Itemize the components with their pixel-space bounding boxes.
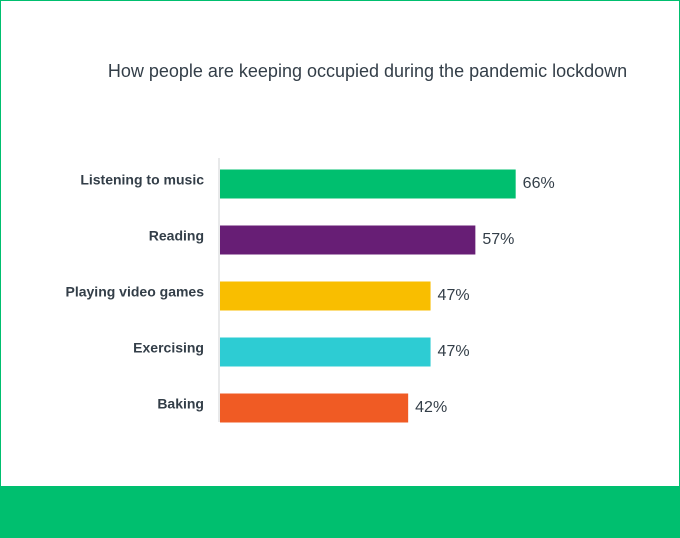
category-labels: Listening to music Reading Playing video g…: [66, 172, 205, 412]
bar-reading: [220, 225, 476, 255]
category-label-exercising: Exercising: [133, 340, 204, 356]
bar-baking: [220, 393, 409, 423]
value-label-reading: 57%: [482, 231, 514, 248]
category-label-playing-video-games: Playing video games: [66, 284, 205, 300]
bars: [220, 169, 516, 423]
chart-title: How people are keeping occupied during t…: [107, 61, 628, 81]
bar-playing-video-games: [220, 281, 431, 311]
value-labels: 66% 57% 47% 47% 42%: [415, 175, 555, 416]
bar-chart: Listening to music Reading Playing video g…: [66, 158, 555, 423]
category-label-baking: Baking: [157, 396, 204, 412]
value-label-baking: 42%: [415, 399, 447, 416]
category-label-reading: Reading: [149, 228, 204, 244]
value-label-listening-to-music: 66%: [523, 175, 555, 192]
bar-listening-to-music: [220, 169, 516, 199]
value-label-playing-video-games: 47%: [438, 287, 470, 304]
category-label-listening-to-music: Listening to music: [80, 172, 204, 188]
value-label-exercising: 47%: [438, 343, 470, 360]
footer-band: [0, 486, 680, 538]
bar-exercising: [220, 337, 431, 367]
